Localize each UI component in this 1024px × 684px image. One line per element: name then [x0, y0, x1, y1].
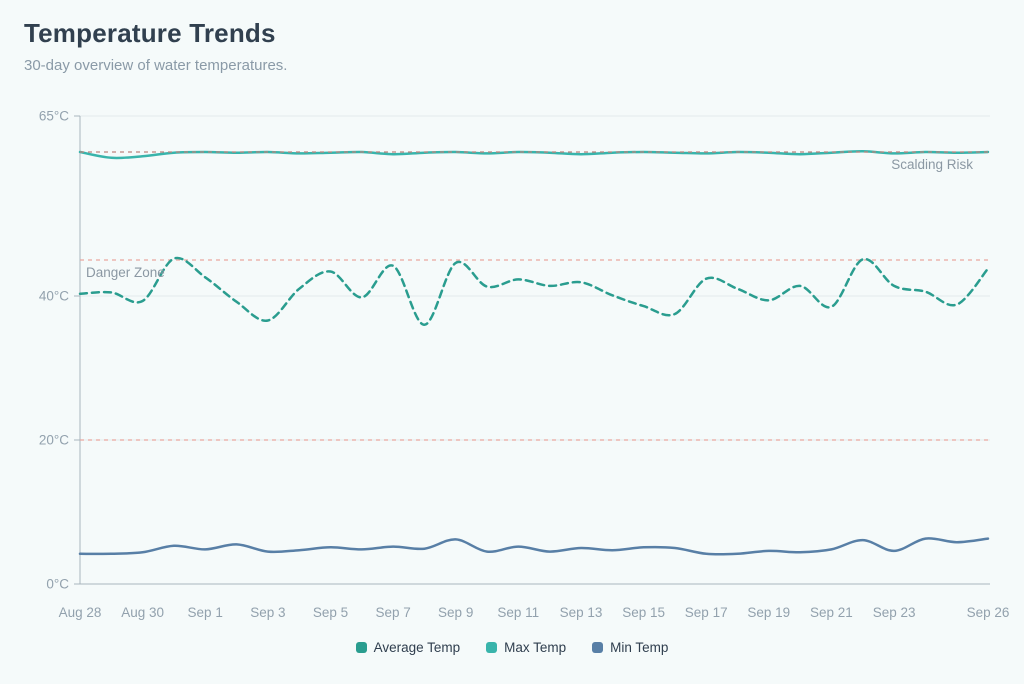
legend-label-max-temp: Max Temp — [504, 640, 567, 655]
y-tick-label: 65°C — [39, 109, 69, 124]
legend-item-average-temp[interactable]: Average Temp — [355, 640, 461, 655]
temperature-line-chart: 0°C 20°C 40°C 65°C Aug 28 Aug 30 Sep 1 Sep 3 Sep… — [39, 109, 1010, 621]
x-tick-label: Sep 26 — [967, 605, 1010, 620]
chart-header: Temperature Trends 30-day overview of wa… — [24, 18, 287, 74]
x-tick-label: Sep 21 — [810, 605, 853, 620]
x-tick-label: Sep 1 — [188, 605, 223, 620]
ref-label-scalding-risk: Scalding Risk — [891, 157, 973, 172]
x-tick-label: Sep 13 — [560, 605, 603, 620]
average-temp-swatch-icon — [355, 642, 367, 653]
x-tick-label: Sep 7 — [375, 605, 410, 620]
x-tick-label: Sep 15 — [622, 605, 665, 620]
max-temp-swatch-icon — [486, 642, 498, 653]
legend-label-min-temp: Min Temp — [610, 640, 669, 655]
page-subtitle: 30-day overview of water temperatures. — [24, 57, 288, 74]
x-tick-label: Sep 17 — [685, 605, 728, 620]
y-tick-label: 0°C — [46, 577, 69, 592]
x-tick-label: Sep 23 — [873, 605, 916, 620]
reference-line-labels: Scalding Risk Danger Zone — [80, 151, 990, 280]
y-tick-label: 40°C — [39, 289, 69, 304]
ref-label-danger-zone: Danger Zone — [86, 265, 165, 280]
x-tick-label: Sep 9 — [438, 605, 473, 620]
legend-item-min-temp[interactable]: Min Temp — [592, 640, 668, 655]
series-line-average-temp — [78, 256, 990, 327]
x-tick-label: Sep 11 — [497, 605, 539, 620]
x-tick-label: Aug 28 — [59, 605, 102, 620]
chart-legend: Average Temp Max Temp Min Temp — [0, 640, 1024, 655]
page-title: Temperature Trends — [24, 18, 276, 48]
x-tick-label: Aug 30 — [121, 605, 164, 620]
grid-lines — [80, 115, 990, 441]
y-tick-label: 20°C — [39, 433, 69, 448]
legend-label-average-temp: Average Temp — [373, 640, 461, 655]
x-tick-label: Sep 5 — [313, 605, 348, 620]
legend-item-max-temp[interactable]: Max Temp — [486, 640, 566, 655]
min-temp-swatch-icon — [592, 642, 604, 653]
x-tick-label: Sep 19 — [747, 605, 790, 620]
axes: 0°C 20°C 40°C 65°C Aug 28 Aug 30 Sep 1 Sep 3 Sep… — [39, 109, 1010, 621]
series-line-min-temp — [78, 537, 990, 556]
x-tick-label: Sep 3 — [250, 605, 285, 620]
